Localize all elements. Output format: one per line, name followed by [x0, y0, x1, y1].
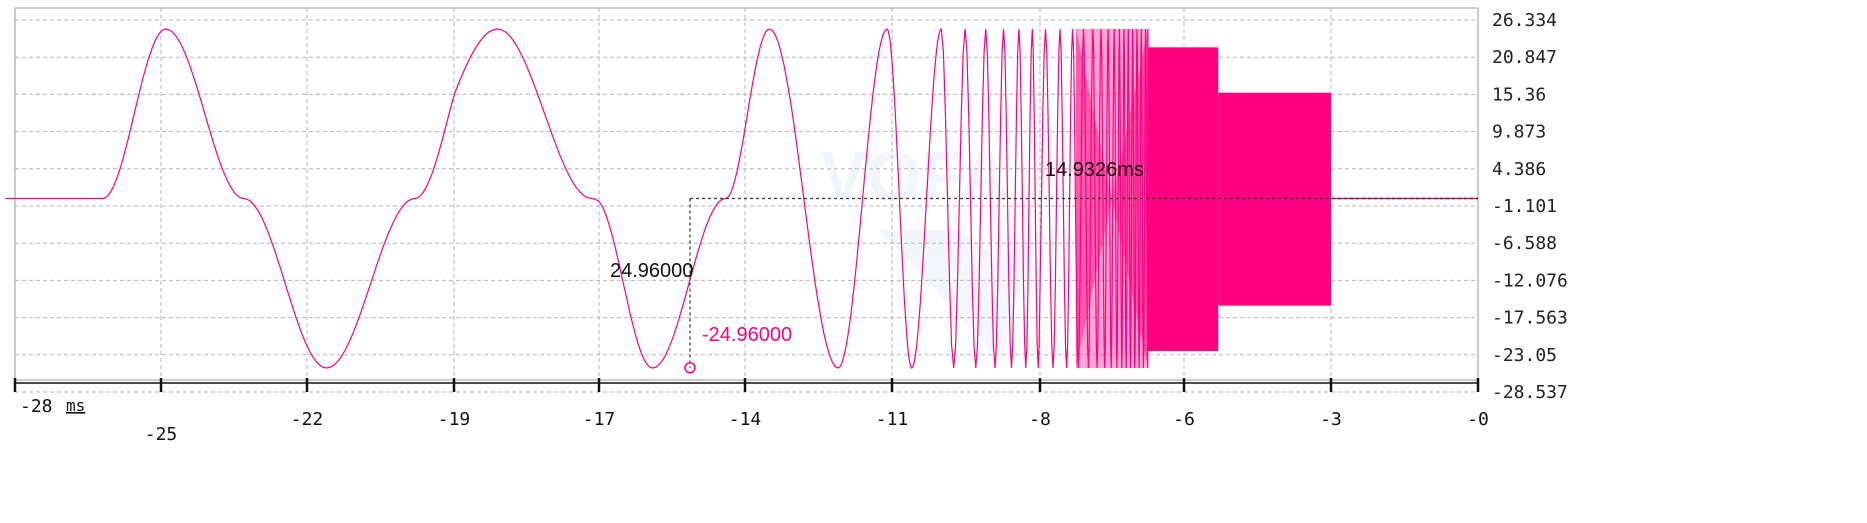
y-tick-label: -17.563	[1492, 308, 1568, 329]
y-tick-label: -28.537	[1492, 382, 1568, 403]
cursor-annotations: 14.9326ms 24.96000 -24.96000	[610, 159, 1478, 374]
cursor-point-marker[interactable]	[684, 361, 696, 374]
y-tick-label: -12.076	[1492, 270, 1568, 291]
x-tick-label: -11	[876, 409, 909, 430]
y-tick-label: -1.101	[1492, 196, 1557, 217]
y-tick-label: 4.386	[1492, 159, 1546, 180]
x-tick-label: -28	[20, 396, 53, 417]
plot-frame	[14, 7, 1479, 381]
series-line	[5, 27, 1149, 369]
x-tick-label: -19	[438, 409, 471, 430]
series-block-2	[1218, 92, 1331, 306]
x-tick-label: -14	[729, 409, 762, 430]
x-axis: -28 -25 -22 -19 -17 -14 -11 -8 -6 -3 -0	[13, 378, 1489, 445]
x-tick-label: -22	[291, 409, 324, 430]
x-tick-label: -25	[145, 424, 178, 445]
y-tick-label: -23.05	[1492, 345, 1557, 366]
y-tick-label: -6.588	[1492, 233, 1557, 254]
cursor-time-label: 14.9326ms	[1045, 159, 1144, 181]
x-tick-label: -3	[1320, 409, 1342, 430]
x-tick-label: -6	[1173, 409, 1195, 430]
y-tick-label: 9.873	[1492, 122, 1546, 143]
x-tick-label: -17	[583, 409, 616, 430]
y-tick-label: 20.847	[1492, 47, 1557, 68]
y-tick-label: 15.36	[1492, 84, 1546, 105]
x-tick-label: -8	[1029, 409, 1051, 430]
series-block-1	[1148, 47, 1219, 352]
y-axis: 26.334 20.847 15.36 9.873 4.386 -1.101 -6.588 -…	[1492, 10, 1568, 403]
x-axis-unit-label: ms	[66, 396, 85, 415]
cursor-point-value-label: -24.96000	[702, 324, 792, 346]
svg-text:VOFA: VOFA	[820, 137, 1011, 215]
x-tick-label: -0	[1467, 409, 1489, 430]
watermark-logo: VOFA	[820, 137, 1040, 360]
cursor-delta-label: 24.96000	[610, 260, 693, 282]
y-tick-label: 26.334	[1492, 10, 1557, 31]
